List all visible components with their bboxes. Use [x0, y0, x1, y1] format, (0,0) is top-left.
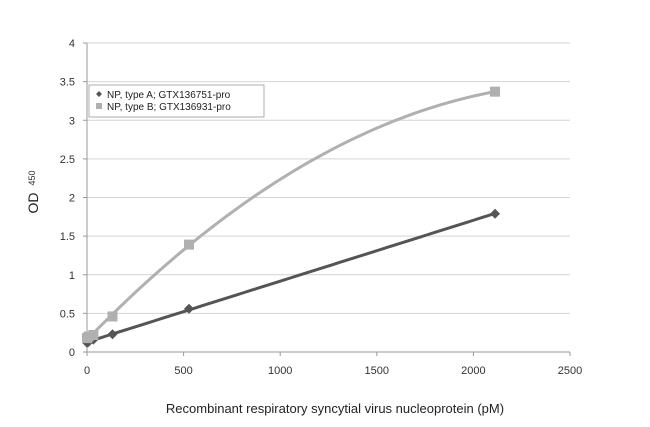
x-tick-label: 2500	[558, 365, 582, 377]
x-tick-label: 1000	[268, 365, 292, 377]
series-b-point	[490, 86, 501, 97]
axes	[83, 42, 571, 356]
y-tick-label: 1.5	[60, 231, 75, 243]
y-axis-title-subscript: 450	[27, 170, 37, 185]
series-b-point	[107, 311, 118, 322]
x-tick-label: 1500	[365, 365, 389, 377]
legend-label-series-a: NP, type A; GTX136751-pro	[107, 90, 231, 101]
legend: NP, type A; GTX136751-pro NP, type B; GT…	[88, 84, 265, 118]
series-b-point	[88, 330, 99, 341]
series-a-trendline	[85, 211, 497, 344]
y-tick-label: 2	[69, 193, 75, 205]
legend-box	[88, 84, 265, 118]
y-tick-labels: 0 0.5 1 1.5 2 2.5 3 3.5 4	[60, 38, 75, 359]
legend-diamond-marker	[96, 91, 102, 97]
grid	[87, 42, 570, 314]
x-tick-label: 2000	[461, 365, 485, 377]
y-tick-label: 4	[69, 38, 75, 50]
series-b-trendline	[85, 90, 497, 342]
series-a-point	[490, 208, 501, 219]
y-tick-label: 0.5	[60, 308, 75, 320]
x-tick-labels: 0 500 1000 1500 2000 2500	[84, 365, 582, 377]
y-axis-title: OD	[25, 193, 41, 214]
x-tick-label: 0	[84, 365, 90, 377]
x-axis-title: Recombinant respiratory syncytial virus …	[166, 401, 504, 416]
series-b-point	[184, 239, 195, 250]
y-tick-label: 3	[69, 115, 75, 127]
y-tick-label: 3.5	[60, 77, 75, 89]
series-a-point	[184, 303, 195, 314]
series	[82, 86, 501, 348]
y-tick-label: 2.5	[60, 154, 75, 166]
series-a-point	[107, 329, 118, 340]
y-tick-label: 0	[69, 347, 75, 359]
y-tick-label: 1	[69, 270, 75, 282]
legend-label-series-b: NP, type B; GTX136931-pro	[107, 102, 231, 113]
x-tick-label: 500	[174, 365, 192, 377]
legend-square-marker	[96, 103, 102, 109]
